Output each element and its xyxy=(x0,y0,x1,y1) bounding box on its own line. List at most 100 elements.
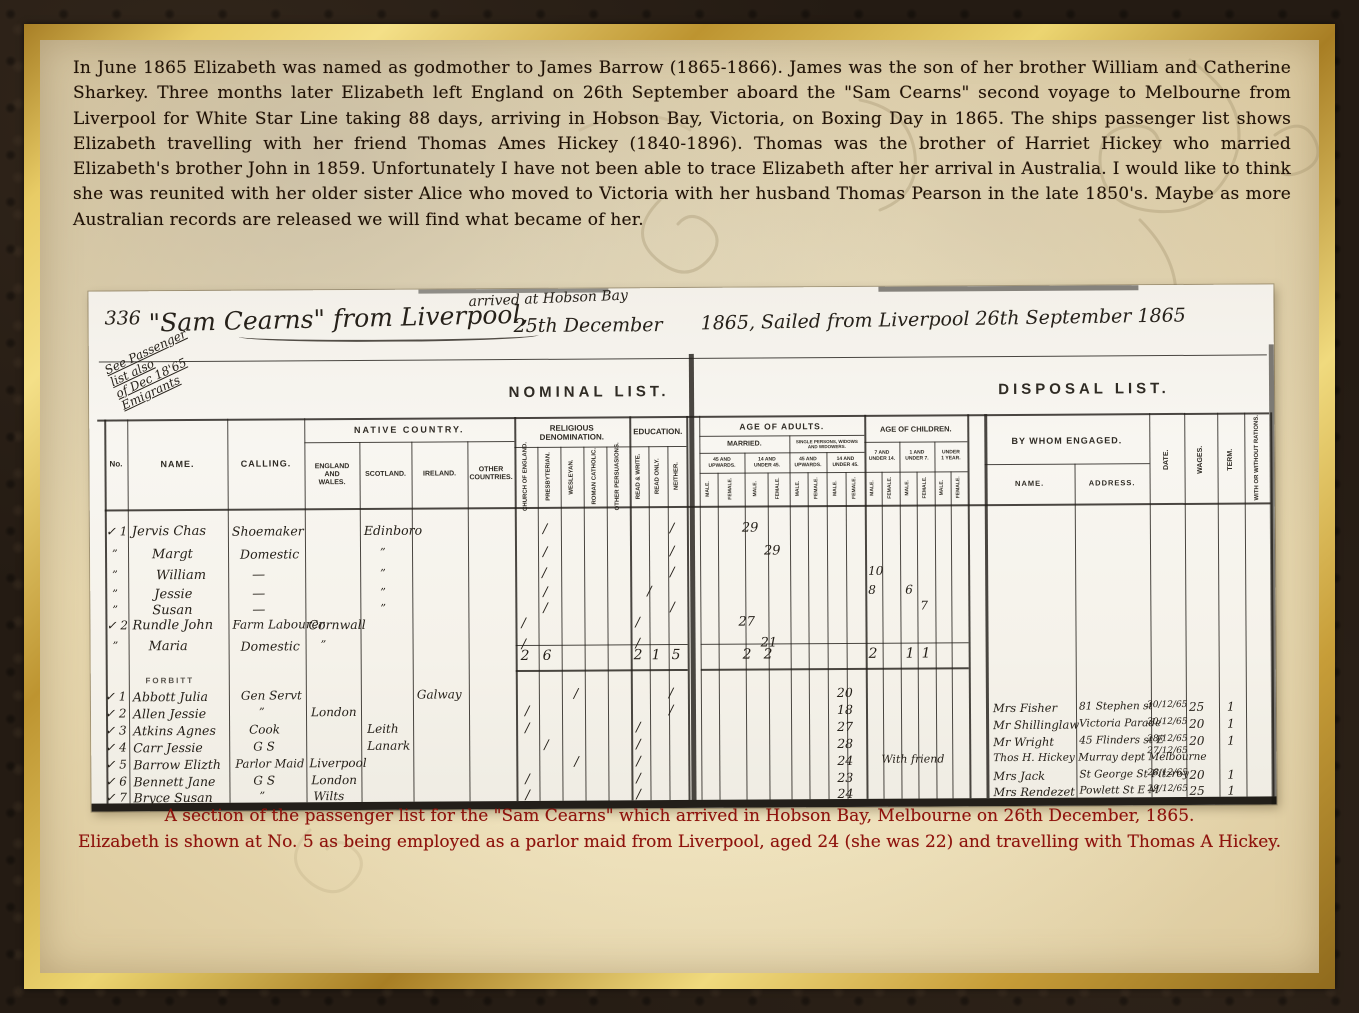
col-header-england-wales: ENGLAND AND WALES. xyxy=(314,462,350,487)
col-header-male: MALE. xyxy=(794,480,801,497)
cell-no: ✓ 1 xyxy=(105,524,128,539)
tick-religion: / xyxy=(574,754,579,770)
cell-no: ✓ 2 xyxy=(104,706,127,721)
col-header-wesleyan: WESLEYAN. xyxy=(568,459,575,495)
cell-age-child: 6 xyxy=(905,582,913,597)
total-value: 2 xyxy=(633,647,643,664)
col-header-under-1-year: UNDER 1 YEAR. xyxy=(941,449,961,462)
cell-no: ✓ 1 xyxy=(104,689,127,704)
cell-name: Bryce Susan xyxy=(133,789,213,806)
cell-no: ✓ 2 xyxy=(106,618,129,633)
cell-wages: 20 xyxy=(1189,767,1205,782)
tick-education: / xyxy=(668,686,674,702)
tick-education: / xyxy=(635,615,640,631)
cell-no: ✓ 7 xyxy=(105,790,128,805)
col-header-other-countries: OTHER COUNTRIES. xyxy=(469,466,513,482)
cell-note: With friend xyxy=(881,752,945,766)
col-header-female: FEMALE. xyxy=(813,477,820,500)
col-header-male: MALE. xyxy=(704,481,711,498)
col-header-read-only: READ ONLY. xyxy=(654,458,661,495)
scan-side-note: See Passenger list also of Dec 18'65 Emi… xyxy=(102,326,189,413)
cell-native: ” xyxy=(379,545,386,559)
cell-native: ” xyxy=(380,566,386,580)
tick-religion: / xyxy=(543,600,548,616)
tick-education: / xyxy=(636,787,641,803)
cell-no: ✓ 4 xyxy=(105,740,127,755)
story-paragraph: In June 1865 Elizabeth was named as godm… xyxy=(73,58,1291,230)
cell-age: 27 xyxy=(837,718,854,735)
col-header-male: MALE. xyxy=(832,480,839,497)
col-header-female: FEMALE. xyxy=(921,477,928,500)
col-header-male: MALE. xyxy=(752,481,759,497)
col-header-religious: RELIGIOUS DENOMINATION. xyxy=(539,423,604,442)
cell-native: Lanark xyxy=(367,738,411,753)
cell-engaged-name: Mrs Jack xyxy=(993,768,1046,784)
cell-age: 23 xyxy=(837,769,854,786)
cell-no: ✓ 6 xyxy=(105,774,127,789)
cell-name: Atkins Agnes xyxy=(133,722,216,739)
col-header-45-upwards: 45 AND UPWARDS. xyxy=(794,455,822,468)
col-header-no: No. xyxy=(109,459,123,469)
cell-no: ” xyxy=(112,568,118,582)
cell-calling: Domestic xyxy=(239,546,300,562)
col-header-roman-catholic: ROMAN CATHOLIC. xyxy=(591,448,598,505)
col-header-other-persuasions: OTHER PERSUASIONS. xyxy=(614,442,621,511)
col-header-male: MALE. xyxy=(938,480,945,496)
total-value: 2 xyxy=(763,646,773,663)
nominal-list-title: NOMINAL LIST. xyxy=(508,383,670,402)
cell-date: 30/12/65 xyxy=(1146,699,1188,711)
tick-religion: / xyxy=(542,544,548,560)
tick-religion: / xyxy=(542,565,547,581)
cell-term: 1 xyxy=(1227,733,1235,748)
tick-religion: / xyxy=(542,521,548,537)
cell-age: 24 xyxy=(837,752,854,769)
cell-no: ” xyxy=(111,547,118,561)
col-header-by-whom-engaged: BY WHOM ENGAGED. xyxy=(1011,435,1123,446)
col-header-rations: WITH OR WITHOUT RATIONS. xyxy=(1253,414,1261,501)
cell-name: Allen Jessie xyxy=(132,705,207,722)
total-value: 1 xyxy=(905,645,915,662)
cell-calling: — xyxy=(252,586,266,602)
tick-religion: / xyxy=(525,787,530,803)
col-header-neither: NEITHER. xyxy=(673,462,680,491)
grid-line xyxy=(700,667,969,671)
tick-education: / xyxy=(636,754,641,770)
cell-calling: — xyxy=(252,602,266,618)
col-header-read-write: READ & WRITE. xyxy=(635,453,642,500)
caption-line-2: Elizabeth is shown at No. 5 as being emp… xyxy=(77,832,1282,852)
cell-date: 30/12/65 xyxy=(1147,716,1188,728)
col-header-calling: CALLING. xyxy=(240,458,292,469)
cell-name: Jervis Chas xyxy=(131,523,207,540)
col-header-14-under-45: 14 AND UNDER 45. xyxy=(832,455,859,468)
total-value: 5 xyxy=(671,647,681,664)
cell-no: ✓ 5 xyxy=(105,757,127,772)
tick-education: / xyxy=(670,565,675,581)
cell-calling: G S xyxy=(253,773,276,788)
cell-term: 1 xyxy=(1227,716,1235,731)
cell-age: 24 xyxy=(837,785,854,802)
cell-engaged-name: Mrs Rendezet xyxy=(993,784,1075,800)
tick-education: / xyxy=(647,584,652,600)
grid-line xyxy=(98,354,1267,363)
col-header-presbyterian: PRESBYTERIAN. xyxy=(545,452,552,502)
cell-name: Jessie xyxy=(154,586,193,603)
tick-education: / xyxy=(669,521,675,537)
total-value: 1 xyxy=(921,645,931,662)
cell-name: Susan xyxy=(152,602,193,619)
cell-calling: Shoemaker xyxy=(231,523,304,539)
cell-calling: — xyxy=(252,567,266,583)
cell-age: 27 xyxy=(738,614,756,630)
cell-native: Cornwall xyxy=(308,616,366,633)
cell-calling: Gen Servt xyxy=(240,688,302,703)
cell-native: Galway xyxy=(416,687,462,702)
col-header-1-under-7: 1 AND UNDER 7. xyxy=(905,449,929,462)
cell-term: 1 xyxy=(1227,783,1236,798)
cell-name: Barrow Elizth xyxy=(133,756,221,773)
cell-name: Carr Jessie xyxy=(133,739,203,756)
tick-religion: / xyxy=(524,703,530,719)
grid-line xyxy=(304,441,515,444)
col-header-age-of-adults: AGE OF ADULTS. xyxy=(739,420,825,432)
cell-native: Wilts xyxy=(313,789,345,804)
col-header-female: FEMALE. xyxy=(774,477,781,500)
